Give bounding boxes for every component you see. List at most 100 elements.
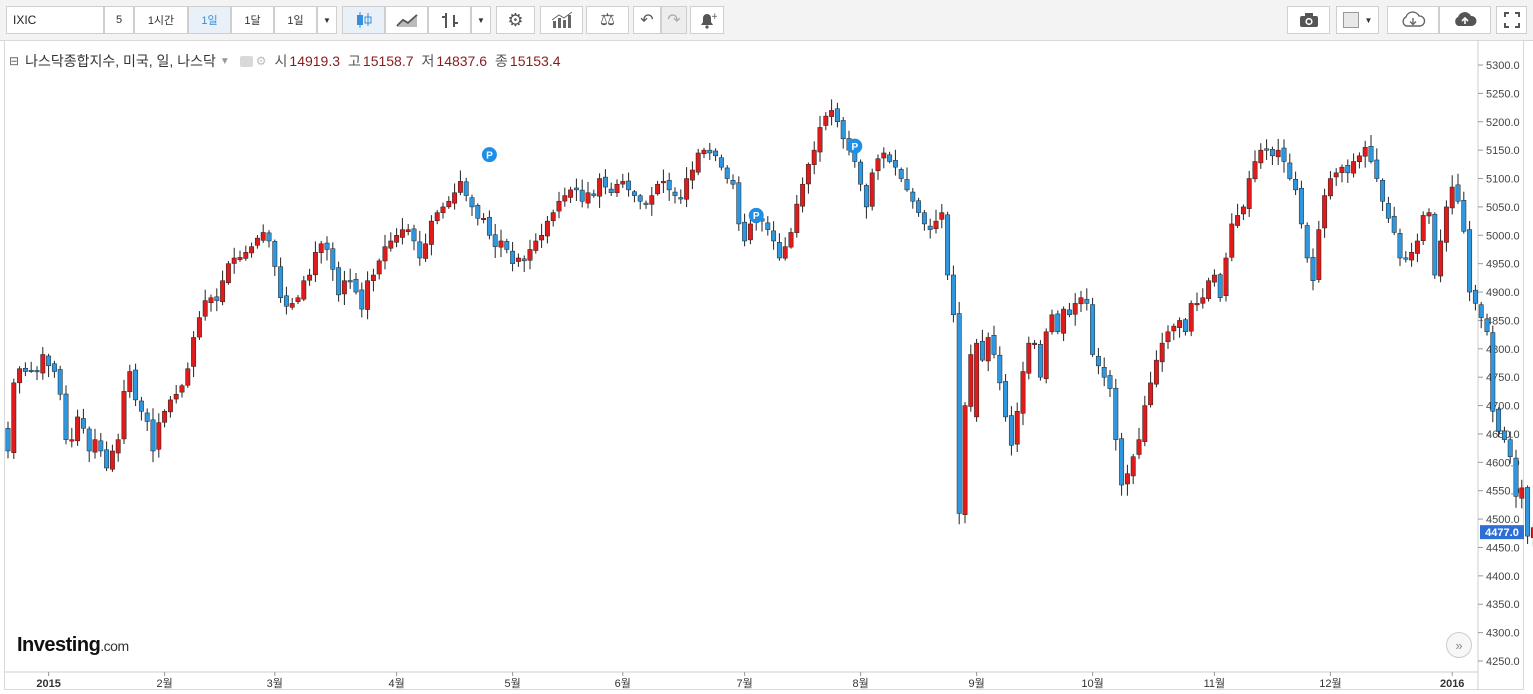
candle-down[interactable] <box>910 191 916 202</box>
candle-down[interactable] <box>602 176 608 188</box>
candle-down[interactable] <box>510 250 516 264</box>
candle-up[interactable] <box>1438 240 1444 277</box>
candle-up[interactable] <box>1165 331 1171 343</box>
candle-down[interactable] <box>46 355 52 367</box>
candle-up[interactable] <box>92 439 98 453</box>
candle-down[interactable] <box>1107 375 1113 389</box>
candle-up[interactable] <box>423 243 429 259</box>
candle-up[interactable] <box>1519 487 1525 499</box>
candle-down[interactable] <box>63 393 69 440</box>
chart-area[interactable] <box>4 40 1524 690</box>
candle-up[interactable] <box>481 218 487 221</box>
candle-up[interactable] <box>394 235 400 243</box>
candle-up[interactable] <box>1211 274 1217 283</box>
candle-down[interactable] <box>324 242 330 250</box>
candle-up[interactable] <box>312 252 318 276</box>
candle-down[interactable] <box>765 222 771 230</box>
candle-up[interactable] <box>597 178 603 197</box>
candle-up[interactable] <box>1124 473 1130 485</box>
candle-up[interactable] <box>1351 161 1357 174</box>
candle-down[interactable] <box>626 180 632 191</box>
candle-up[interactable] <box>1530 527 1533 539</box>
candle-down[interactable] <box>330 248 336 270</box>
candle-up[interactable] <box>1449 186 1455 209</box>
candle-down[interactable] <box>1461 200 1467 232</box>
candle-up[interactable] <box>933 220 939 229</box>
scroll-to-latest-button[interactable]: » <box>1446 632 1472 658</box>
candle-down[interactable] <box>1490 332 1496 412</box>
candle-up[interactable] <box>655 183 661 195</box>
undo-button[interactable]: ↶ <box>633 6 661 34</box>
candle-down[interactable] <box>1513 457 1519 497</box>
candle-down[interactable] <box>1496 408 1502 432</box>
candle-up[interactable] <box>220 280 226 303</box>
candle-down[interactable] <box>1003 381 1009 418</box>
candle-down[interactable] <box>736 182 742 225</box>
candle-down[interactable] <box>678 197 684 200</box>
candle-up[interactable] <box>817 127 823 153</box>
candle-up[interactable] <box>365 280 371 310</box>
candle-up[interactable] <box>40 354 46 374</box>
candle-up[interactable] <box>370 274 376 281</box>
candle-up[interactable] <box>11 382 17 453</box>
candle-down[interactable] <box>1472 289 1478 304</box>
candle-down[interactable] <box>631 191 637 196</box>
candle-up[interactable] <box>1153 359 1159 385</box>
candle-up[interactable] <box>533 240 539 251</box>
candle-up[interactable] <box>875 158 881 172</box>
candle-up[interactable] <box>1327 178 1333 197</box>
candle-up[interactable] <box>388 240 394 249</box>
candlestick-chart[interactable]: 5300.0 5250.0 5200.0 5150.0 5100.0 5050.0 5000… <box>0 40 1533 694</box>
candle-up[interactable] <box>1200 297 1206 304</box>
redo-button[interactable]: ↷ <box>661 6 687 34</box>
candle-up[interactable] <box>289 303 295 308</box>
candle-up[interactable] <box>1240 206 1246 215</box>
candle-down[interactable] <box>57 369 63 395</box>
candle-down[interactable] <box>34 370 40 373</box>
candle-up[interactable] <box>614 183 620 194</box>
candle-down[interactable] <box>504 241 510 250</box>
candle-up[interactable] <box>1171 325 1177 332</box>
candle-down[interactable] <box>51 363 57 372</box>
save-button[interactable] <box>1439 6 1491 34</box>
candle-up[interactable] <box>208 297 214 303</box>
candle-down[interactable] <box>417 241 423 259</box>
legend-settings-icon[interactable]: ⚙ <box>255 54 267 68</box>
candle-down[interactable] <box>858 161 864 185</box>
candle-down[interactable] <box>150 419 156 452</box>
candle-up[interactable] <box>1026 342 1032 374</box>
candle-down[interactable] <box>927 225 933 230</box>
candle-up[interactable] <box>1443 206 1449 243</box>
candle-down[interactable] <box>1374 159 1380 179</box>
candle-up[interactable] <box>829 110 835 117</box>
candle-up[interactable] <box>1414 240 1420 254</box>
chart-type-dropdown[interactable]: ▼ <box>471 6 491 34</box>
candle-up[interactable] <box>800 183 806 207</box>
candle-up[interactable] <box>1159 342 1165 363</box>
interval-input[interactable]: 5 <box>104 6 134 34</box>
candle-up[interactable] <box>1333 172 1339 178</box>
candle-up[interactable] <box>660 181 666 184</box>
candle-down[interactable] <box>1478 304 1484 318</box>
candle-up[interactable] <box>1275 149 1281 158</box>
candle-up[interactable] <box>1356 155 1362 162</box>
candle-down[interactable] <box>997 354 1003 384</box>
candle-up[interactable] <box>115 439 121 454</box>
candle-up[interactable] <box>1362 147 1368 157</box>
candle-down[interactable] <box>956 313 962 514</box>
candle-down[interactable] <box>730 180 736 185</box>
candle-up[interactable] <box>405 229 411 232</box>
candle-up[interactable] <box>440 206 446 213</box>
candle-up[interactable] <box>237 257 243 260</box>
candle-down[interactable] <box>521 258 527 262</box>
candle-up[interactable] <box>1142 405 1148 442</box>
candle-down[interactable] <box>411 228 417 242</box>
candle-down[interactable] <box>86 428 92 452</box>
candle-down[interactable] <box>1403 257 1409 260</box>
candle-down[interactable] <box>486 216 492 236</box>
candle-down[interactable] <box>591 193 597 196</box>
candle-up[interactable] <box>962 405 968 515</box>
candle-up[interactable] <box>382 246 388 262</box>
candle-up[interactable] <box>985 337 991 362</box>
symbol-input[interactable] <box>6 6 104 34</box>
